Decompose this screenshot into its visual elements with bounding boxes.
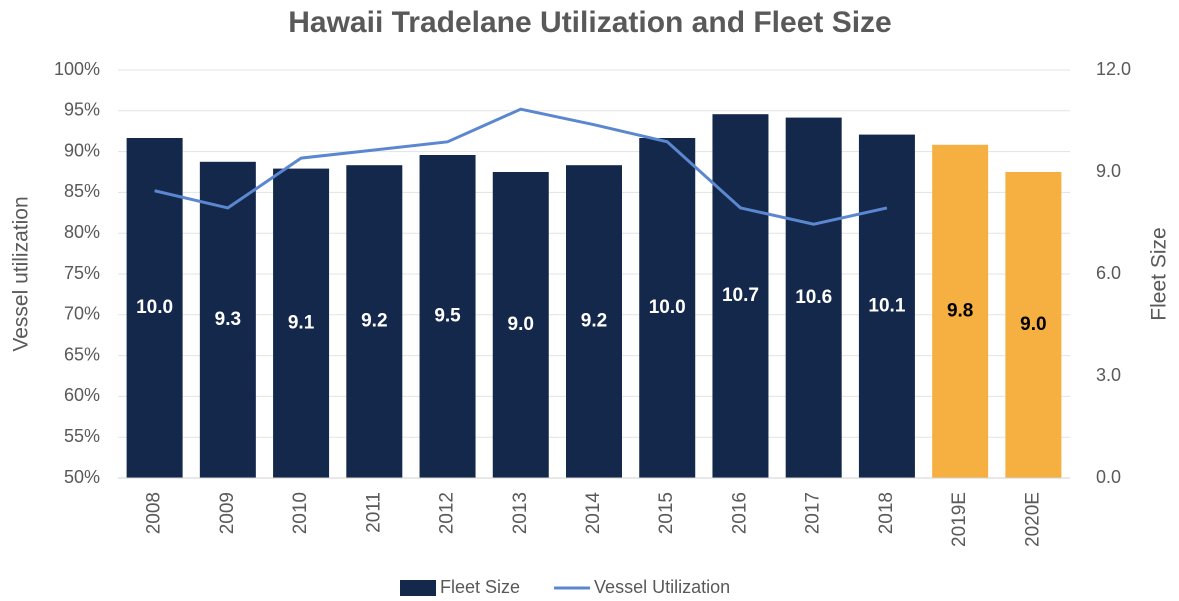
- bar: [932, 144, 989, 479]
- bar: [1005, 172, 1062, 478]
- data-label: 9.2: [361, 311, 387, 332]
- y-tick-label: 70%: [64, 304, 100, 324]
- y-tick-label: 55%: [64, 426, 100, 446]
- bar: [273, 168, 330, 478]
- y2-tick-label: 3.0: [1096, 365, 1121, 385]
- data-label: 9.1: [288, 312, 315, 333]
- y-tick-label: 90%: [64, 140, 100, 160]
- y2-tick-label: 0.0: [1096, 467, 1121, 487]
- x-tick-label: 2019E: [949, 492, 970, 547]
- bar: [346, 165, 403, 478]
- bar: [199, 161, 256, 479]
- x-tick-label: 2012: [437, 492, 458, 534]
- legend-label: Vessel Utilization: [594, 577, 730, 597]
- line: [154, 107, 888, 226]
- y-tick-label: 75%: [64, 263, 100, 283]
- bar: [639, 138, 696, 478]
- x-tick-label: 2016: [729, 492, 750, 534]
- y2-tick-label: 9.0: [1096, 161, 1121, 181]
- x-tick-label: 2009: [217, 492, 238, 534]
- bar: [712, 114, 769, 478]
- bar: [419, 155, 476, 478]
- data-label: 9.0: [1020, 314, 1046, 335]
- data-label: 9.5: [434, 306, 461, 327]
- y2-axis-label: Fleet Size: [1148, 227, 1171, 320]
- data-label: 9.0: [508, 314, 534, 335]
- x-tick-label: 2013: [510, 492, 531, 534]
- bar: [785, 117, 842, 478]
- y-axis-label: Vessel utilization: [10, 196, 33, 351]
- data-label: 10.0: [136, 297, 173, 318]
- legend-label: Fleet Size: [440, 577, 520, 597]
- data-label: 10.7: [722, 285, 759, 306]
- y-tick-label: 60%: [64, 385, 100, 405]
- chart-title: Hawaii Tradelane Utilization and Fleet S…: [288, 6, 892, 39]
- y-tick-label: 80%: [64, 222, 100, 242]
- bar: [566, 165, 622, 478]
- data-label: 10.1: [868, 295, 905, 316]
- x-tick-label: 2018: [876, 492, 897, 534]
- x-tick-label: 2015: [656, 492, 677, 534]
- bar: [492, 172, 549, 478]
- y2-tick-label: 6.0: [1096, 263, 1121, 283]
- x-tick-label: 2010: [290, 492, 311, 534]
- x-tick-label: 2014: [583, 492, 604, 535]
- x-tick-label: 2017: [803, 492, 824, 534]
- data-label: 9.2: [581, 311, 607, 332]
- data-label: 9.3: [215, 309, 241, 330]
- y-tick-label: 85%: [64, 181, 100, 201]
- y-tick-label: 50%: [64, 467, 100, 487]
- data-label: 9.8: [947, 300, 973, 321]
- bar: [858, 134, 915, 478]
- data-label: 10.6: [795, 287, 832, 308]
- x-tick-label: 2011: [363, 492, 384, 533]
- x-tick-label: 2020E: [1022, 492, 1043, 547]
- data-label: 10.0: [649, 297, 686, 318]
- legend-swatch: [400, 580, 436, 596]
- x-tick-label: 2008: [144, 492, 165, 534]
- y-tick-label: 100%: [54, 59, 100, 79]
- y-tick-label: 95%: [64, 100, 100, 120]
- y-tick-label: 65%: [64, 344, 100, 364]
- y2-tick-label: 12.0: [1096, 59, 1131, 79]
